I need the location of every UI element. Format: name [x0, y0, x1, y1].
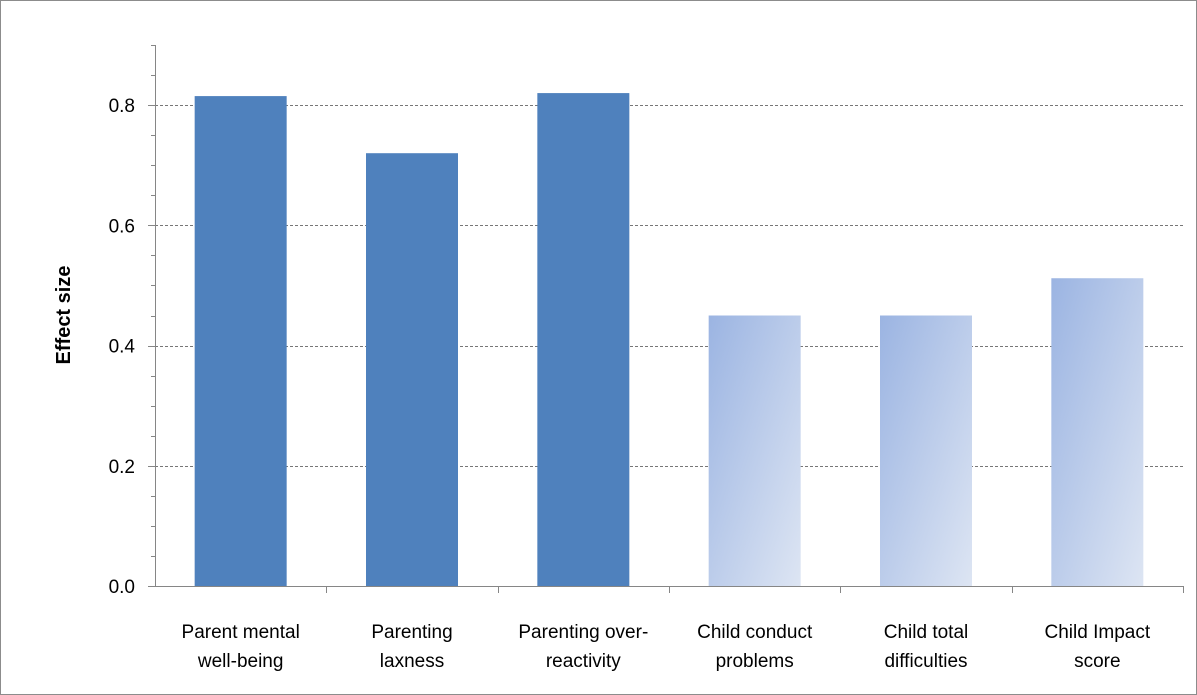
- gridlines: [155, 105, 1183, 467]
- bar: [366, 153, 458, 586]
- y-tick-label: 0.6: [109, 216, 135, 237]
- axis-labels: 0.0 0.2 0.4 0.6 0.8 Parent mental well-being Pa…: [109, 96, 1151, 672]
- x-category-label: Parent mental: [182, 622, 300, 643]
- y-tick-label: 0.4: [109, 337, 136, 358]
- x-category-label: Child Impact: [1045, 622, 1151, 643]
- x-category-label: Parenting over-: [518, 622, 648, 643]
- y-tick-label: 0.8: [109, 96, 135, 117]
- bar: [194, 96, 287, 586]
- x-category-label: score: [1074, 651, 1120, 672]
- x-category-label: Child total: [884, 622, 969, 643]
- bar: [1051, 278, 1144, 586]
- bar: [708, 315, 801, 586]
- x-category-label: Parenting: [371, 622, 452, 643]
- y-tick-label: 0.0: [109, 577, 135, 598]
- x-category-label: laxness: [380, 651, 444, 672]
- bar: [880, 315, 972, 586]
- x-category-label: reactivity: [546, 651, 621, 672]
- bar: [537, 93, 630, 586]
- x-category-label: Child conduct: [697, 622, 813, 643]
- axes: [148, 45, 1184, 593]
- x-category-label: well-being: [197, 651, 284, 672]
- x-category-label: problems: [716, 651, 794, 672]
- y-tick-label: 0.2: [109, 457, 135, 478]
- bars: [194, 93, 1144, 586]
- x-category-label: difficulties: [884, 651, 967, 672]
- y-axis-title: Effect size: [53, 266, 75, 365]
